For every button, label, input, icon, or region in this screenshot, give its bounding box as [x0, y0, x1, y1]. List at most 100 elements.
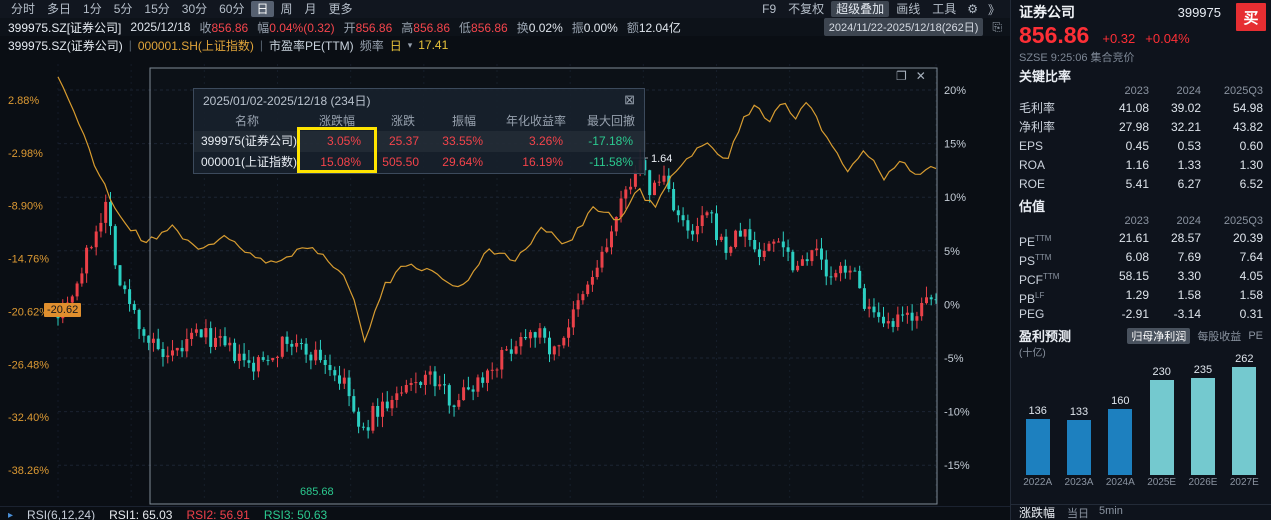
- stats-header: 振幅: [451, 114, 476, 128]
- bar: [1066, 420, 1091, 475]
- metric-value: 28.57: [1170, 231, 1201, 245]
- field-value: 856.86: [211, 20, 249, 35]
- field-value: 856.86: [471, 20, 508, 35]
- price-change-pct: +0.04%: [1145, 31, 1190, 46]
- rsi-label: RSI(6,12,24): [27, 508, 96, 520]
- metric-label: ROE: [1019, 177, 1046, 191]
- bar-value-label: 235: [1193, 364, 1213, 376]
- interval-selection-rect[interactable]: [149, 67, 938, 505]
- svg-text:10%: 10%: [944, 192, 966, 204]
- restore-icon[interactable]: ❐: [896, 69, 907, 83]
- quote-panel: 证券公司 399975 买 856.86 +0.32 +0.04% SZSE 9…: [1010, 0, 1271, 520]
- rsi-value: RSI3: 50.63: [263, 508, 328, 520]
- svg-text:685.68: 685.68: [300, 486, 334, 498]
- legend-bar: 399975.SZ(证券公司) | 000001.SH(上证指数) | 市盈率P…: [0, 36, 1010, 54]
- period-周[interactable]: 周: [280, 2, 293, 16]
- year-header: 2025Q3: [1223, 85, 1263, 97]
- metric-value: 7.69: [1177, 250, 1201, 264]
- forecast-title: 盈利预测: [1019, 329, 1072, 344]
- period-1分[interactable]: 1分: [83, 2, 102, 16]
- metric-value: 4.05: [1239, 269, 1263, 283]
- popup-close-icon[interactable]: ⊠: [624, 92, 635, 107]
- period-日[interactable]: 日: [251, 1, 274, 17]
- period-15分[interactable]: 15分: [144, 2, 170, 16]
- field-value: 0.02%: [528, 20, 563, 35]
- metric-label: 净利率: [1019, 120, 1056, 134]
- axis-ticks: 2.88% -2.98% -8.90% -14.76% -20.62% -26.48% -3…: [8, 85, 970, 477]
- close-icon[interactable]: ✕: [915, 69, 926, 83]
- copy-icon[interactable]: ⎘: [992, 19, 1002, 34]
- tool-超级叠加[interactable]: 超级叠加: [831, 1, 890, 17]
- period-5分[interactable]: 5分: [113, 2, 133, 16]
- stats-value: 29.64%: [442, 155, 483, 169]
- stats-value: 25.37: [374, 131, 432, 152]
- table-corner: [1019, 213, 1093, 229]
- metric-label: ROA: [1019, 158, 1046, 172]
- quote-field-开: 开856.86: [344, 19, 393, 36]
- stats-value: 3.26%: [496, 131, 576, 152]
- forecast-unit: (十亿): [1019, 348, 1046, 359]
- metric-value: 6.52: [1239, 177, 1263, 191]
- field-label: 换: [516, 20, 529, 35]
- panel-collapse-icon[interactable]: 》: [987, 2, 1000, 17]
- stats-value: 505.50: [382, 155, 419, 169]
- metric-value: 0.31: [1239, 307, 1263, 321]
- year-header: 2023: [1124, 215, 1149, 227]
- forecast-tab-PE[interactable]: PE: [1248, 329, 1263, 342]
- svg-text:-5%: -5%: [944, 353, 964, 365]
- metric-value: 3.30: [1177, 269, 1201, 283]
- metric-value: 0.60: [1239, 139, 1263, 153]
- tool-工具[interactable]: 工具: [932, 2, 957, 16]
- forecast-tab-每股收益[interactable]: 每股收益: [1197, 330, 1242, 343]
- rsi-values: RSI1: 65.03 RSI2: 56.91 RSI3: 50.63: [109, 507, 327, 520]
- start-value-badge: -20.62: [44, 303, 82, 317]
- metric-value: 1.29: [1125, 288, 1149, 302]
- period-30分[interactable]: 30分: [181, 2, 208, 16]
- expand-triangle-icon[interactable]: ▸: [8, 510, 14, 520]
- field-label: 开: [343, 20, 356, 35]
- legend-overlay-series[interactable]: 000001.SH(上证指数): [137, 38, 254, 53]
- quote-fields: 收856.86 幅0.04%(0.32) 开856.86 高856.86 低856.86…: [199, 19, 680, 36]
- change-pct-tab[interactable]: 涨跌幅: [1019, 506, 1056, 520]
- svg-text:5%: 5%: [944, 246, 960, 258]
- interval-stats-popup[interactable]: 2025/01/02-2025/12/18 (234日) ⊠ 名称 涨跌幅 涨跌 振幅…: [193, 88, 646, 174]
- period-60分[interactable]: 60分: [219, 2, 245, 16]
- svg-text:0%: 0%: [944, 299, 960, 311]
- tool-不复权[interactable]: 不复权: [788, 2, 825, 16]
- legend-main-series[interactable]: 399975.SZ(证券公司): [8, 38, 123, 53]
- forecast-tab-归母净利润[interactable]: 归母净利润: [1127, 327, 1191, 344]
- bottom-tab-5min[interactable]: 5min: [1099, 504, 1123, 517]
- svg-text:-32.40%: -32.40%: [8, 412, 49, 424]
- period-分时[interactable]: 分时: [11, 2, 36, 16]
- indicator-value: 17.41: [418, 38, 449, 52]
- bottom-tab-当日[interactable]: 当日: [1067, 507, 1090, 520]
- bar-column: 235: [1182, 364, 1223, 475]
- period-多日[interactable]: 多日: [47, 2, 72, 16]
- main-chart-area[interactable]: 2.88% -2.98% -8.90% -14.76% -20.62% -26.48% -3…: [0, 54, 1010, 506]
- bar-column: 160: [1100, 395, 1141, 475]
- buy-button[interactable]: 买: [1236, 3, 1266, 31]
- bar-column: 230: [1141, 366, 1182, 475]
- metric-value: 1.58: [1239, 288, 1263, 302]
- stats-table: 名称 涨跌幅 涨跌 振幅 年化收益率 最大回撤 399975(证券公司) 3.05% 25.37…: [194, 111, 646, 173]
- period-更多[interactable]: 更多: [328, 2, 353, 16]
- settings-gear-icon[interactable]: ⚙: [967, 2, 978, 16]
- frequency-value[interactable]: 日: [389, 38, 402, 53]
- stock-name: 证券公司: [1019, 4, 1075, 20]
- visible-range-badge[interactable]: 2024/11/22-2025/12/18(262日): [823, 18, 984, 36]
- valuation-title: 估值: [1019, 199, 1046, 214]
- symbol-label: 399975.SZ[证券公司]: [8, 20, 122, 35]
- candlestick-chart[interactable]: 2.88% -2.98% -8.90% -14.76% -20.62% -26.48% -3…: [0, 54, 1010, 506]
- metric-value: -2.91: [1121, 307, 1149, 321]
- bar-value-label: 230: [1152, 366, 1171, 378]
- svg-text:-15%: -15%: [944, 460, 970, 472]
- period-月[interactable]: 月: [304, 2, 317, 16]
- tool-F9[interactable]: F9: [762, 2, 777, 16]
- quote-field-额: 额12.04亿: [627, 19, 681, 36]
- toolbar-right: F9 不复权 超级叠加 画线 工具 ⚙ 》: [757, 1, 1004, 18]
- chevron-down-icon[interactable]: ▾: [407, 39, 413, 50]
- panel-bottom-items: 当日 5min: [1067, 505, 1123, 520]
- quote-field-低: 低856.86: [459, 19, 508, 36]
- tool-画线[interactable]: 画线: [896, 2, 921, 16]
- legend-indicator[interactable]: 市盈率PE(TTM): [269, 38, 354, 53]
